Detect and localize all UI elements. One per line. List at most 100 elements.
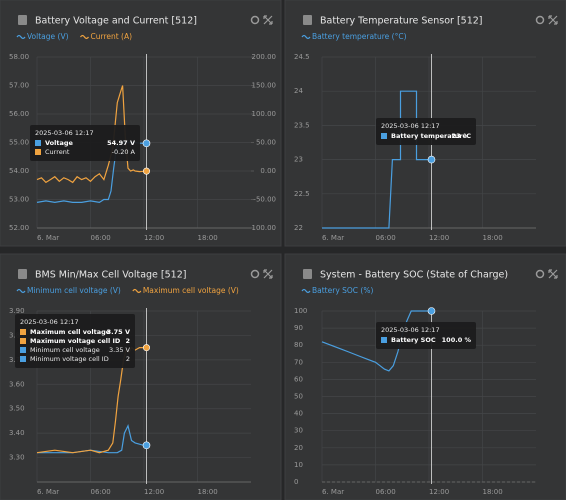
series-line [36,85,147,184]
cursor-marker [427,155,436,164]
y-tick-label: 56.00 [9,110,29,118]
tooltip-label: Maximum cell voltage [30,328,111,336]
y-tick-label: 22 [294,224,303,232]
y-tick-label: 23.5 [294,121,310,129]
y-tick-label: 3.30 [9,454,25,462]
y2-tick-label: 50.00 [256,139,276,147]
legend-swatch [132,288,142,294]
tooltip-label: Current [45,148,70,156]
panel-icon [303,15,312,25]
x-tick-label: 6. Mar [322,488,344,496]
y2-tick-label: 200.00 [252,53,277,61]
y-tick-label: 55.00 [9,139,29,147]
expand-icon[interactable] [548,15,558,25]
cursor-marker [427,307,436,315]
panel [0,253,282,500]
series-line [321,310,432,372]
x-tick-label: 06:00 [376,488,396,496]
tooltip-swatch [381,133,387,139]
series-line [36,346,147,454]
settings-icon[interactable] [535,269,545,279]
tooltip-time: 2025-03-06 12:17 [20,318,79,326]
panel-icon [303,269,312,279]
legend-label: Minimum cell voltage (V) [27,286,121,295]
x-tick-label: 06:00 [91,488,111,496]
y-tick-label: 90 [294,324,303,332]
legend-swatch [16,288,26,294]
tooltip-value: 23 °C [452,132,472,140]
x-tick-label: 06:00 [376,234,396,242]
panel [0,0,282,247]
legend-swatch [301,288,311,294]
x-tick-label: 18:00 [198,234,218,242]
legend-label: Battery SOC (%) [312,286,373,295]
y-tick-label: 70 [294,358,303,366]
y-tick-label: 22.5 [294,190,310,198]
tooltip-label: Minimum voltage cell ID [30,355,109,363]
y2-tick-label: -50.00 [253,196,276,204]
x-tick-label: 12:00 [429,488,449,496]
x-tick-label: 12:00 [429,234,449,242]
legend-swatch [80,34,89,40]
panel [284,253,566,500]
tooltip-value: 3.75 V [107,328,130,336]
tooltip-value: 2 [126,355,130,363]
panel-title: Battery Temperature Sensor [512] [320,16,483,27]
tooltip-label: Voltage [45,139,74,147]
x-tick-label: 6. Mar [322,234,344,242]
y-tick-label: 24 [294,87,303,95]
y-tick-label: 30 [294,427,303,435]
y2-tick-label: 150.00 [252,82,277,90]
tooltip-label: Minimum cell voltage [30,346,100,354]
panel-icon [18,15,27,25]
legend-label: Maximum cell voltage (V) [143,286,239,295]
tooltip-swatch [20,356,26,362]
tooltip-time: 2025-03-06 12:17 [35,129,94,137]
settings-icon[interactable] [250,15,260,25]
x-tick-label: 6. Mar [37,488,59,496]
tooltip-value: 54.97 V [107,139,135,147]
legend-swatch [301,34,311,40]
x-tick-label: 18:00 [483,488,503,496]
panel-title: System - Battery SOC (State of Charge) [320,270,508,281]
tooltip-swatch [20,329,26,335]
y-tick-label: 3.90 [9,307,25,315]
legend-label: Battery temperature (°C) [312,32,407,41]
y-tick-label: 57.00 [9,82,29,90]
y-tick-label: 80 [294,341,303,349]
tooltip-swatch [35,149,41,155]
tooltip-swatch [35,140,41,146]
x-tick-label: 12:00 [144,234,164,242]
tooltip [15,314,135,368]
tooltip-value: 3.35 V [109,346,131,354]
settings-icon[interactable] [250,269,260,279]
x-tick-label: 18:00 [198,488,218,496]
tooltip-value: 2 [125,337,130,345]
tooltip-value: -0.20 A [112,148,136,156]
x-tick-label: 06:00 [91,234,111,242]
y-tick-label: 0 [294,478,298,486]
tooltip-label: Battery SOC [391,336,436,344]
tooltip-swatch [20,338,26,344]
expand-icon[interactable] [548,269,558,279]
cursor-marker [142,344,150,352]
y-tick-label: 60 [294,375,303,383]
cursor-marker [142,139,151,148]
tooltip-time: 2025-03-06 12:17 [381,122,440,130]
expand-icon[interactable] [263,269,273,279]
tooltip-swatch [381,337,387,343]
x-tick-label: 6. Mar [37,234,59,242]
y-tick-label: 20 [294,444,303,452]
x-tick-label: 12:00 [144,488,164,496]
y-tick-label: 3.40 [9,429,25,437]
y-tick-label: 58.00 [9,53,29,61]
cursor-marker [142,167,150,175]
tooltip [376,118,476,145]
y2-tick-label: 100.00 [252,110,277,118]
expand-icon[interactable] [263,15,273,25]
tooltip-time: 2025-03-06 12:17 [381,326,440,334]
panel-title: Battery Voltage and Current [512] [35,16,197,27]
y-tick-label: 10 [294,461,303,469]
settings-icon[interactable] [535,15,545,25]
y2-tick-label: 0.00 [260,167,276,175]
